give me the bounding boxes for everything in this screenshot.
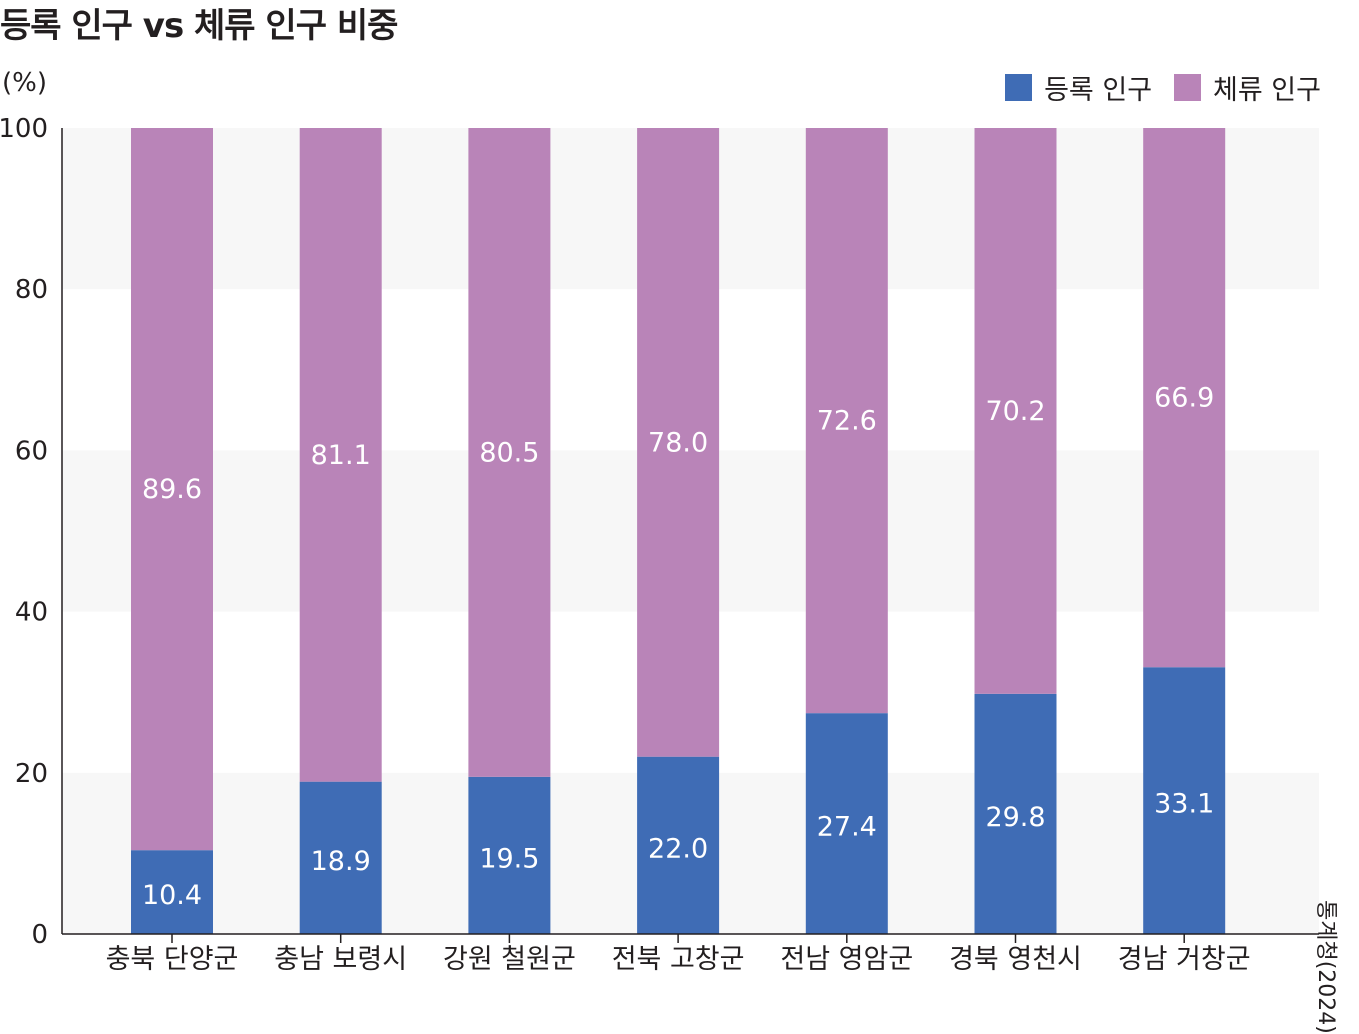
data-label-staying: 80.5 (479, 437, 539, 468)
bar-registered (805, 713, 888, 934)
legend-label-registered: 등록 인구 (1044, 75, 1153, 106)
x-category-label: 경남 거창군 (1118, 944, 1251, 974)
legend: 등록 인구 체류 인구 (1005, 68, 1321, 107)
legend-swatch-registered (1005, 74, 1033, 101)
y-tick-label: 20 (15, 759, 48, 789)
bar-registered (468, 776, 551, 934)
legend-item-registered: 등록 인구 (1005, 68, 1152, 107)
bar-registered (1143, 667, 1226, 934)
bar-staying (1143, 128, 1226, 668)
data-label-registered: 18.9 (311, 846, 371, 877)
source-note: 통계청(2024) (1313, 900, 1338, 1034)
bar-registered (974, 693, 1057, 934)
data-label-registered: 22.0 (648, 833, 708, 864)
legend-swatch-staying (1174, 74, 1202, 101)
data-label-registered: 27.4 (817, 812, 877, 843)
bar-staying (468, 128, 551, 777)
data-label-staying: 81.1 (311, 440, 371, 471)
legend-item-staying: 체류 인구 (1174, 68, 1321, 107)
bar-registered (299, 781, 382, 934)
y-axis-unit: (%) (2, 68, 47, 98)
bar-staying (805, 128, 888, 714)
data-label-registered: 33.1 (1154, 789, 1214, 820)
legend-label-staying: 체류 인구 (1213, 75, 1321, 106)
bar-staying (299, 128, 382, 782)
data-label-registered: 19.5 (479, 843, 539, 874)
bar-registered (131, 850, 213, 934)
y-tick-label: 60 (15, 436, 48, 466)
x-category-label: 전남 영암군 (780, 944, 913, 974)
y-tick-label: 0 (31, 920, 48, 950)
chart-plot: 0 20 40 60 80 100 10.4 89.6 충북 단양군 18.9 81.1 충남 보령시… (0, 114, 1319, 974)
bar-staying (974, 128, 1057, 694)
bar-staying (637, 128, 720, 757)
data-label-staying: 78.0 (648, 427, 708, 458)
data-label-registered: 29.8 (985, 802, 1045, 833)
data-label-registered: 10.4 (142, 880, 202, 911)
bar-staying (131, 128, 213, 851)
y-tick-label: 40 (15, 598, 48, 628)
chart-title: 등록 인구 vs 체류 인구 비중 (0, 6, 398, 46)
data-label-staying: 66.9 (1154, 383, 1214, 414)
data-label-staying: 72.6 (817, 406, 877, 437)
x-category-label: 전북 고창군 (612, 944, 745, 974)
x-category-label: 충북 단양군 (106, 944, 239, 974)
x-category-label: 강원 철원군 (443, 944, 576, 974)
y-tick-label: 80 (15, 275, 48, 305)
x-category-label: 경북 영천시 (949, 944, 1082, 974)
data-label-staying: 89.6 (142, 474, 202, 505)
x-category-label: 충남 보령시 (274, 944, 407, 974)
y-tick-label: 100 (0, 114, 48, 144)
data-label-staying: 70.2 (985, 396, 1045, 427)
bar-registered (637, 756, 720, 934)
